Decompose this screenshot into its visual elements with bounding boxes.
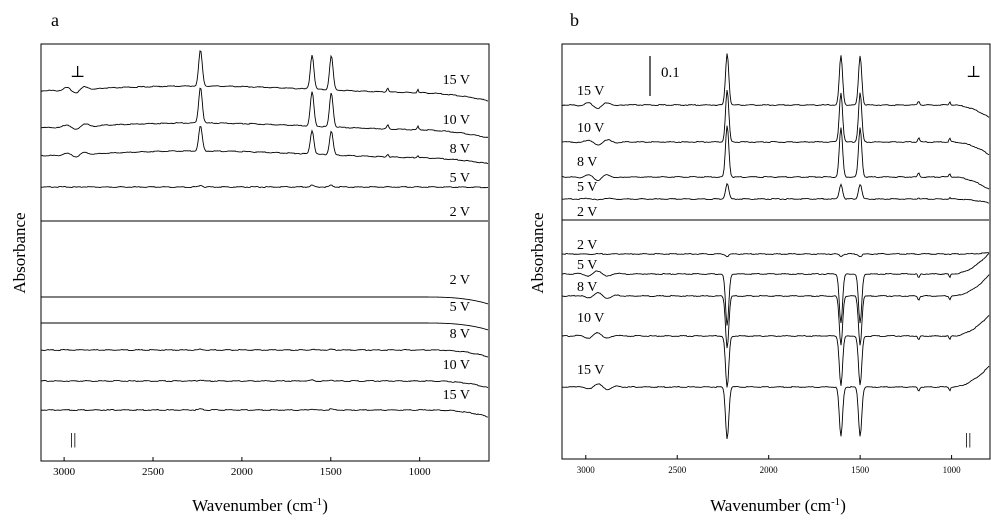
panel-a-perpendicular-label: ⊥ [70, 64, 85, 81]
spectrum-trace [561, 253, 990, 326]
panel-a: a 15 V 10 V 8 V 5 V 2 V 2 V 5 V 8 V 10 V 15 V 300… [10, 10, 490, 515]
spectrum-trace [41, 296, 489, 305]
panel-b-x-axis-label: Wavenumber (cm-1) [710, 496, 846, 515]
spectrum-trace [561, 182, 990, 204]
spectrum-trace [41, 322, 489, 331]
panel-a-x-axis-label: Wavenumber (cm-1) [192, 496, 328, 515]
panel-b-voltage-labels: 15 V 10 V 8 V 5 V 2 V 2 V 5 V 8 V 10 V 15 V [577, 84, 604, 378]
spectrum-trace [562, 274, 990, 349]
voltage-label: 8 V [577, 155, 597, 170]
voltage-label: 2 V [450, 273, 470, 288]
panel-b-x-ticks: 3000 2500 2000 1500 1000 [577, 455, 961, 475]
voltage-label: 8 V [577, 280, 597, 295]
voltage-label: 10 V [577, 121, 604, 136]
voltage-label: 5 V [577, 258, 597, 273]
panel-b-label: b [570, 10, 579, 30]
spectrum-trace [40, 50, 489, 102]
panel-b-scale-bar-label: 0.1 [661, 65, 680, 81]
spectrum-trace [40, 87, 489, 138]
x-tick-label: 2500 [668, 465, 687, 475]
x-tick-label: 1000 [409, 466, 432, 478]
x-tick-label: 1500 [851, 465, 870, 475]
x-tick-label: 2500 [142, 466, 165, 478]
voltage-label: 15 V [577, 84, 604, 99]
x-tick-label: 1000 [943, 465, 962, 475]
voltage-label: 10 V [577, 311, 604, 326]
spectrum-trace [40, 184, 489, 189]
spectrum-trace [561, 252, 990, 258]
spectrum-trace [561, 365, 990, 440]
voltage-label: 2 V [450, 205, 470, 220]
panel-a-x-ticks: 3000 2500 2000 1500 1000 [53, 457, 431, 478]
panel-b-parallel-label: || [965, 431, 971, 448]
spectrum-trace [40, 125, 489, 165]
spectrum-trace [40, 348, 489, 358]
voltage-label: 8 V [450, 327, 470, 342]
spectrum-trace [40, 408, 489, 418]
spectrum-trace [561, 315, 990, 388]
voltage-label: 15 V [443, 388, 470, 403]
panel-b: b 15 V 10 V 8 V 5 V 2 V 2 V 5 V 8 V 10 V 15 V 300… [528, 10, 991, 515]
panel-b-y-axis-label: Absorbance [528, 212, 547, 293]
voltage-label: 15 V [443, 73, 470, 88]
panel-a-frame [40, 43, 490, 462]
x-tick-label: 1500 [320, 466, 343, 478]
x-tick-label: 2000 [231, 466, 254, 478]
voltage-label: 2 V [577, 205, 597, 220]
panel-a-label: a [51, 10, 59, 30]
panel-b-traces [561, 53, 990, 440]
panel-a-y-axis-label: Absorbance [10, 212, 29, 293]
spectrum-trace [561, 89, 990, 156]
voltage-label: 5 V [450, 300, 470, 315]
voltage-label: 15 V [577, 363, 604, 378]
voltage-label: 10 V [443, 358, 470, 373]
voltage-label: 8 V [450, 142, 470, 157]
voltage-label: 10 V [443, 113, 470, 128]
spectrum-trace [561, 53, 990, 118]
panel-a-voltage-labels: 15 V 10 V 8 V 5 V 2 V 2 V 5 V 8 V 10 V 15 V [443, 73, 470, 403]
x-tick-label: 2000 [760, 465, 779, 475]
panel-b-perpendicular-label: ⊥ [966, 64, 981, 81]
voltage-label: 5 V [577, 180, 597, 195]
x-tick-label: 3000 [53, 466, 76, 478]
spectrum-trace [561, 125, 990, 190]
panel-a-parallel-label: || [70, 431, 76, 448]
panel-b-frame [561, 43, 991, 460]
x-tick-label: 3000 [577, 465, 596, 475]
voltage-label: 2 V [577, 238, 597, 253]
spectrum-trace [40, 379, 489, 389]
panel-a-traces [40, 50, 489, 418]
voltage-label: 5 V [450, 171, 470, 186]
